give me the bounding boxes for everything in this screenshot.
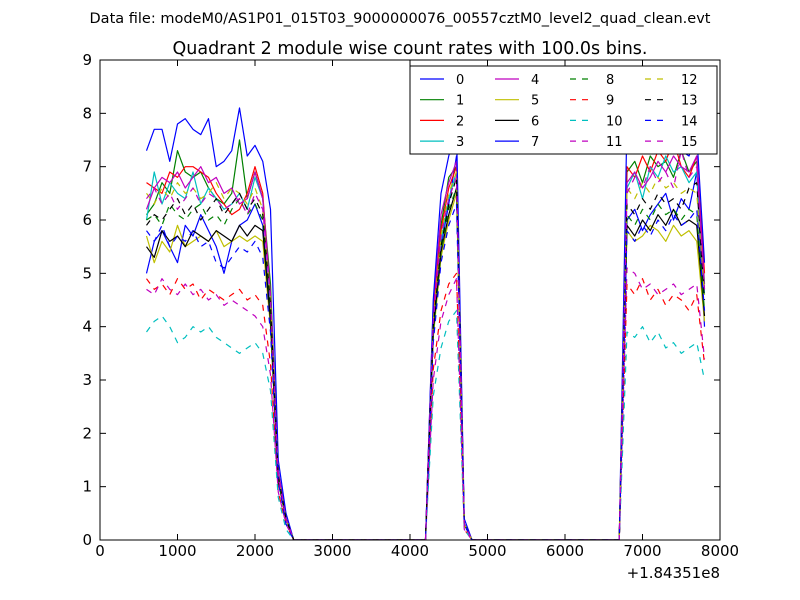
legend-label-7: 7 [531,135,539,150]
y-tick-label: 7 [82,158,92,176]
legend-label-8: 8 [606,73,614,88]
x-tick-label: 7000 [623,542,661,560]
series-layer [145,107,706,540]
legend-label-6: 6 [531,114,539,129]
x-tick-label: 6000 [546,542,584,560]
x-tick-label: 8000 [701,542,739,560]
y-tick-label: 4 [82,318,92,336]
y-tick-label: 8 [82,104,92,122]
legend-label-15: 15 [681,135,698,150]
y-tick-label: 2 [82,424,92,442]
series-line-10 [146,310,706,540]
x-tick-label: 2000 [236,542,274,560]
legend-label-13: 13 [681,94,698,109]
series-line-13 [146,176,706,540]
x-axis-offset-label: +1.84351e8 [627,564,720,582]
y-tick-label: 0 [82,531,92,549]
chart-suptitle: Data file: modeM0/AS1P01_015T03_90000000… [90,11,711,27]
series-line-11 [146,267,706,540]
y-tick-label: 5 [82,264,92,282]
chart-title: Quadrant 2 module wise count rates with … [173,39,648,59]
series-line-9 [146,272,706,540]
series-line-2 [146,139,706,540]
x-tick-label: 4000 [391,542,429,560]
y-tick-label: 6 [82,211,92,229]
legend-label-4: 4 [531,73,539,88]
series-line-6 [146,187,706,540]
legend-label-12: 12 [681,73,698,88]
x-tick-label: 0 [95,542,105,560]
y-tick-label: 1 [82,478,92,496]
y-tick-label: 9 [82,51,92,69]
y-tick-label: 3 [82,371,92,389]
legend-label-5: 5 [531,94,539,109]
series-line-4 [145,155,706,540]
legend-label-10: 10 [606,114,623,129]
legend-box [409,65,718,155]
series-line-7 [145,107,706,540]
legend-label-3: 3 [456,135,464,150]
series-line-5 [145,192,706,540]
x-tick-label: 5000 [468,542,506,560]
legend-label-11: 11 [606,135,623,150]
axis-ticks: 0 1000 2000 3000 4000 5000 6000 7000 80000123456… [82,51,739,560]
legend-label-0: 0 [456,73,464,88]
series-line-15 [146,150,706,540]
x-tick-label: 3000 [313,542,351,560]
legend-label-9: 9 [606,94,614,109]
series-line-1 [146,139,706,540]
legend-label-2: 2 [456,114,464,129]
legend-label-14: 14 [681,114,698,129]
x-tick-label: 1000 [158,542,196,560]
legend-label-1: 1 [456,94,464,109]
